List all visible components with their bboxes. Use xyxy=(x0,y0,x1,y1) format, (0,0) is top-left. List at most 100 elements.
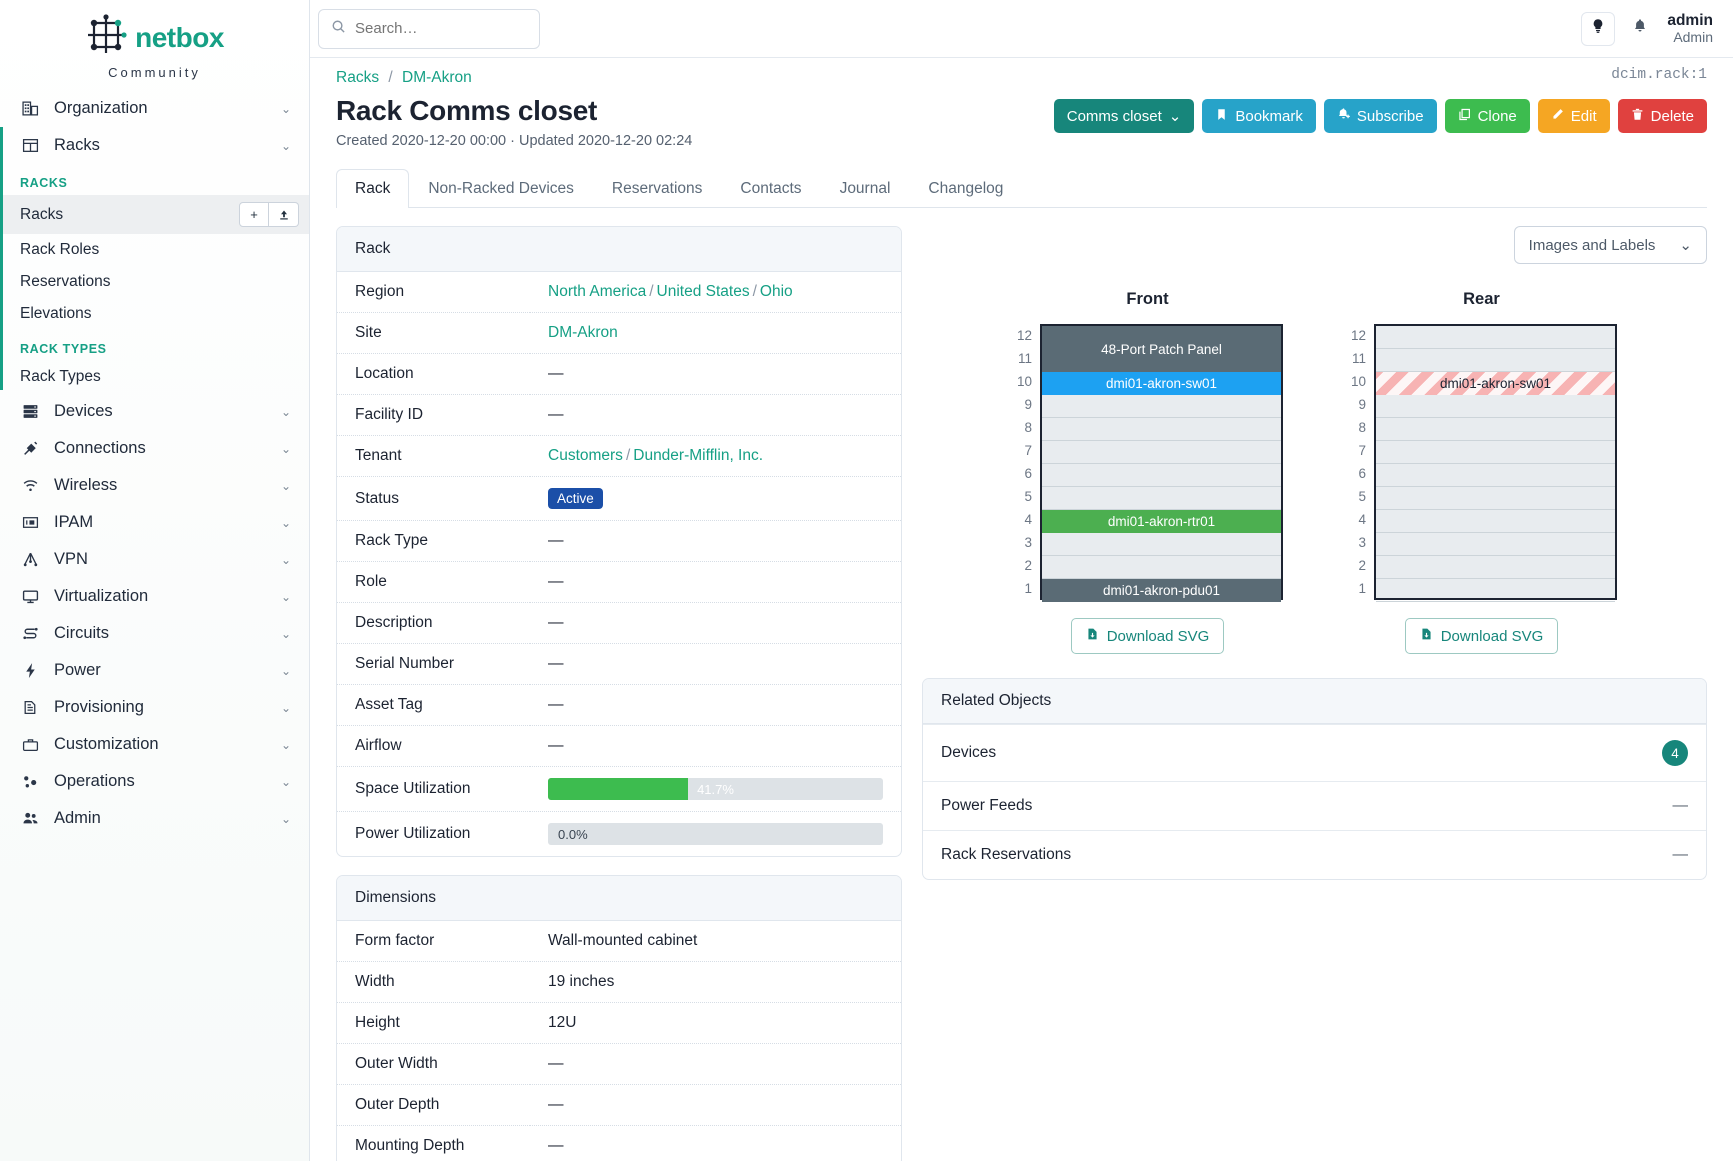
elevation-view-select[interactable]: Images and Labels ⌄ xyxy=(1513,226,1707,264)
sidebar-group-vpn[interactable]: VPN ⌄ xyxy=(0,541,309,578)
clone-button[interactable]: Clone xyxy=(1444,99,1530,133)
table-row: Tenant Customers / Dunder-Mifflin, Inc. xyxy=(337,435,901,477)
sidebar-group-virtualization[interactable]: Virtualization ⌄ xyxy=(0,578,309,615)
rack-device[interactable]: 48-Port Patch Panel xyxy=(1042,326,1281,372)
edit-button[interactable]: Edit xyxy=(1537,99,1610,133)
rack-device[interactable]: dmi01-akron-sw01 xyxy=(1042,372,1281,395)
rack-unit-slot[interactable] xyxy=(1042,533,1281,556)
user-menu[interactable]: admin Admin xyxy=(1667,12,1713,46)
sidebar-group-devices[interactable]: Devices ⌄ xyxy=(0,393,309,430)
comms-closet-dropdown[interactable]: Comms closet ⌄ xyxy=(1053,99,1195,133)
row-value: — xyxy=(530,561,901,603)
wireless-icon xyxy=(20,477,40,494)
site-link[interactable]: DM-Akron xyxy=(548,324,618,341)
brand-logo[interactable]: netbox Community xyxy=(0,0,309,90)
sidebar-group-circuits[interactable]: Circuits ⌄ xyxy=(0,615,309,652)
pencil-icon xyxy=(1551,108,1564,125)
download-svg-front-button[interactable]: Download SVG xyxy=(1070,618,1225,654)
row-label: Status xyxy=(337,476,530,521)
sidebar-group-power[interactable]: Power ⌄ xyxy=(0,652,309,689)
ipam-icon xyxy=(20,514,40,531)
rack-unit-slot[interactable] xyxy=(1042,556,1281,579)
sidebar-item-racks[interactable]: Racks + xyxy=(0,195,309,234)
sidebar-item-rack-roles[interactable]: Rack Roles xyxy=(0,234,309,266)
rack-unit-slot[interactable] xyxy=(1042,395,1281,418)
theme-toggle-button[interactable] xyxy=(1581,11,1616,46)
search-input[interactable] xyxy=(355,20,527,37)
region-link-2[interactable]: United States xyxy=(656,283,750,300)
row-label: Role xyxy=(337,561,530,603)
vpn-icon xyxy=(20,551,40,568)
rack-unit-slot[interactable] xyxy=(1376,556,1615,579)
download-svg-rear-button[interactable]: Download SVG xyxy=(1404,618,1559,654)
sidebar-group-wireless[interactable]: Wireless ⌄ xyxy=(0,467,309,504)
bookmark-button[interactable]: Bookmark xyxy=(1202,99,1316,133)
region-link-3[interactable]: Ohio xyxy=(759,283,793,300)
rack-unit-slot[interactable] xyxy=(1376,464,1615,487)
chevron-down-icon: ⌄ xyxy=(280,589,291,604)
tab-journal[interactable]: Journal xyxy=(839,180,891,197)
rack-device[interactable]: dmi01-akron-rtr01 xyxy=(1042,510,1281,533)
breadcrumb-dm-akron[interactable]: DM-Akron xyxy=(402,69,472,86)
sidebar-group-label: Virtualization xyxy=(54,587,149,605)
sidebar-group-admin[interactable]: Admin ⌄ xyxy=(0,800,309,837)
row-value: DM-Akron xyxy=(530,312,901,354)
rack-unit-slot[interactable] xyxy=(1042,487,1281,510)
sidebar-group-provisioning[interactable]: Provisioning ⌄ xyxy=(0,689,309,726)
unit-number: 3 xyxy=(1024,535,1032,550)
sidebar-group-racks[interactable]: Racks ⌄ xyxy=(0,127,309,164)
sidebar-group-ipam[interactable]: IPAM ⌄ xyxy=(0,504,309,541)
sidebar-item-elevations[interactable]: Elevations xyxy=(0,298,309,330)
chevron-down-icon: ⌄ xyxy=(280,552,291,567)
sidebar-item-rack-types[interactable]: Rack Types xyxy=(0,361,309,393)
notifications-button[interactable] xyxy=(1625,14,1655,44)
rack-unit-slot[interactable] xyxy=(1376,579,1615,602)
separator: / xyxy=(625,447,631,464)
rack-unit-slot[interactable] xyxy=(1376,487,1615,510)
rack-unit-slot[interactable] xyxy=(1376,510,1615,533)
search-box[interactable] xyxy=(318,8,540,49)
tab-contacts[interactable]: Contacts xyxy=(740,180,802,197)
rack-unit-slot[interactable] xyxy=(1376,418,1615,441)
tab-rack[interactable]: Rack xyxy=(336,169,410,208)
subscribe-button[interactable]: Subscribe xyxy=(1323,99,1437,133)
rack-unit-slot[interactable] xyxy=(1376,326,1615,349)
table-row: Description — xyxy=(337,602,901,644)
table-row: Mounting Depth — xyxy=(337,1125,901,1161)
delete-label: Delete xyxy=(1650,107,1694,125)
rack-unit-slot[interactable] xyxy=(1376,441,1615,464)
tab-non-racked-devices[interactable]: Non-Racked Devices xyxy=(428,180,574,197)
related-object-rack-reservations[interactable]: Rack Reservations — xyxy=(923,830,1706,879)
tab-changelog[interactable]: Changelog xyxy=(928,180,1004,197)
tenant-link[interactable]: Dunder-Mifflin, Inc. xyxy=(633,447,764,464)
sidebar-group-label: Circuits xyxy=(54,624,110,642)
front-elevation-title: Front xyxy=(1126,290,1169,308)
tenant-group-link[interactable]: Customers xyxy=(548,447,623,464)
rack-unit-slot[interactable] xyxy=(1042,418,1281,441)
tab-reservations[interactable]: Reservations xyxy=(611,180,703,197)
rack-unit-slot[interactable] xyxy=(1376,395,1615,418)
related-object-label: Power Feeds xyxy=(941,797,1033,814)
sidebar-item-reservations[interactable]: Reservations xyxy=(0,266,309,298)
rack-unit-slot[interactable] xyxy=(1376,349,1615,372)
sidebar-group-customization[interactable]: Customization ⌄ xyxy=(0,726,309,763)
import-rack-button[interactable] xyxy=(269,202,299,227)
related-object-power-feeds[interactable]: Power Feeds — xyxy=(923,781,1706,830)
unit-number: 5 xyxy=(1358,489,1366,504)
action-buttons: Comms closet ⌄ Bookmark xyxy=(1053,95,1707,133)
table-row: Outer Width — xyxy=(337,1043,901,1085)
rack-unit-slot[interactable] xyxy=(1376,533,1615,556)
sidebar-group-organization[interactable]: Organization ⌄ xyxy=(0,90,309,127)
rack-device[interactable]: dmi01-akron-pdu01 xyxy=(1042,579,1281,602)
related-object-devices[interactable]: Devices 4 xyxy=(923,724,1706,781)
region-link-1[interactable]: North America xyxy=(548,283,647,300)
sidebar-group-operations[interactable]: Operations ⌄ xyxy=(0,763,309,800)
delete-button[interactable]: Delete xyxy=(1617,99,1707,133)
rack-unit-slot[interactable] xyxy=(1042,464,1281,487)
sidebar-group-connections[interactable]: Connections ⌄ xyxy=(0,430,309,467)
add-rack-button[interactable]: + xyxy=(239,202,269,227)
rack-device[interactable]: dmi01-akron-sw01 xyxy=(1376,372,1615,395)
rack-unit-slot[interactable] xyxy=(1042,441,1281,464)
breadcrumb-racks[interactable]: Racks xyxy=(336,69,380,86)
row-value: — xyxy=(530,394,901,436)
